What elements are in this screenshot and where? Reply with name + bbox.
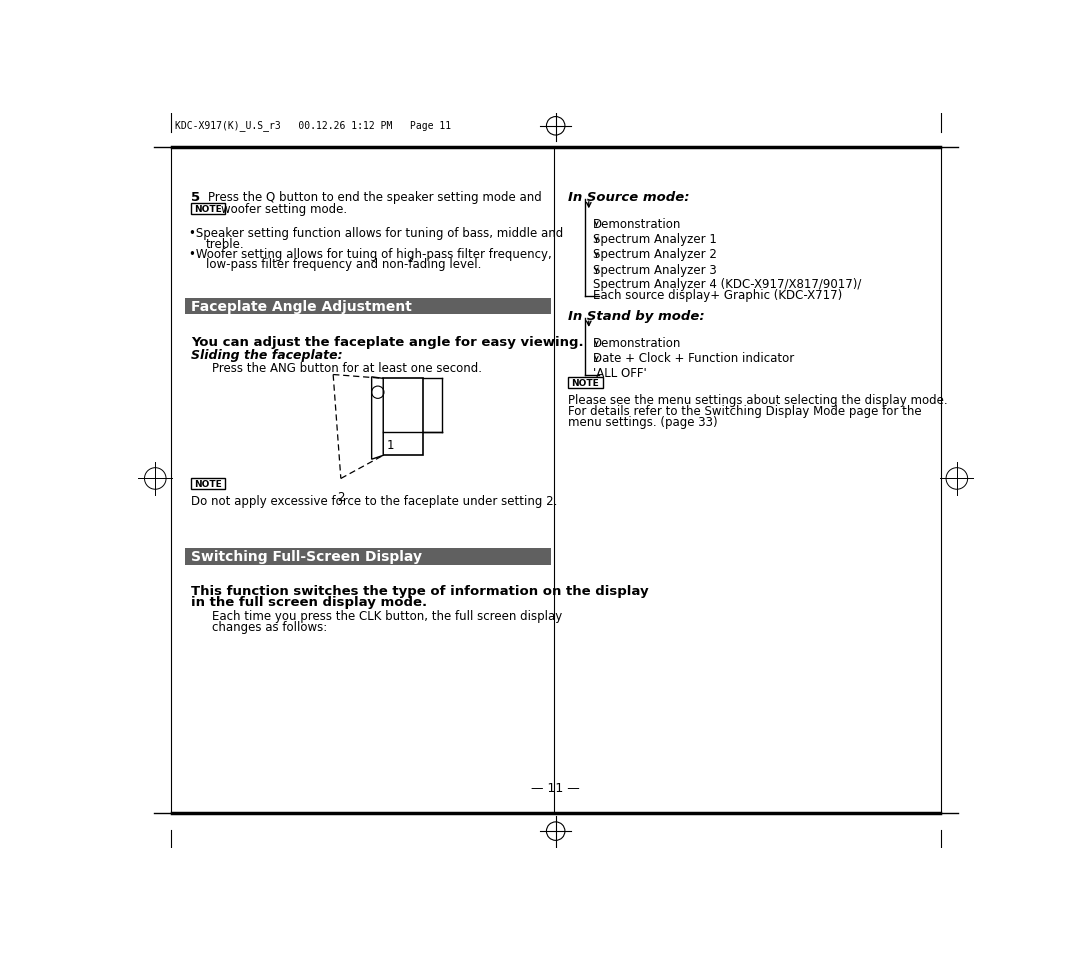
Text: Spectrum Analyzer 1: Spectrum Analyzer 1: [592, 233, 716, 246]
Text: 2: 2: [337, 491, 345, 503]
Text: For details refer to the Switching Display Mode page for the: For details refer to the Switching Displ…: [569, 404, 921, 417]
Text: 'ALL OFF': 'ALL OFF': [592, 367, 647, 379]
Text: menu settings. (page 33): menu settings. (page 33): [569, 416, 717, 428]
Bar: [184, 548, 551, 565]
Bar: [569, 377, 602, 389]
Text: treble.: treble.: [206, 237, 245, 251]
Text: — 11 —: — 11 —: [532, 781, 580, 795]
Text: In Stand by mode:: In Stand by mode:: [569, 310, 704, 323]
Text: •Speaker setting function allows for tuning of bass, middle and: •Speaker setting function allows for tun…: [189, 227, 563, 239]
Text: Faceplate Angle Adjustment: Faceplate Angle Adjustment: [191, 299, 411, 314]
Text: This function switches the type of information on the display: This function switches the type of infor…: [191, 584, 649, 598]
Text: NOTE: NOTE: [194, 205, 222, 213]
Text: changes as follows:: changes as follows:: [213, 620, 328, 634]
Text: Please see the menu settings about selecting the display mode.: Please see the menu settings about selec…: [569, 394, 947, 407]
Text: Each time you press the CLK button, the full screen display: Each time you press the CLK button, the …: [213, 610, 562, 622]
Text: in the full screen display mode.: in the full screen display mode.: [191, 596, 426, 609]
Text: 1: 1: [387, 439, 395, 452]
Bar: [383, 379, 423, 456]
Text: You can adjust the faceplate angle for easy viewing.: You can adjust the faceplate angle for e…: [191, 335, 584, 349]
Text: Demonstration: Demonstration: [592, 217, 681, 231]
Text: Each source display+ Graphic (KDC-X717): Each source display+ Graphic (KDC-X717): [592, 289, 842, 302]
Text: 5: 5: [191, 191, 200, 204]
Text: Spectrum Analyzer 3: Spectrum Analyzer 3: [592, 264, 716, 276]
Text: NOTE: NOTE: [572, 378, 599, 388]
Text: KDC-X917(K)_U.S_r3   00.12.26 1:12 PM   Page 11: KDC-X917(K)_U.S_r3 00.12.26 1:12 PM Page…: [176, 120, 451, 132]
Bar: [191, 478, 226, 490]
Text: Spectrum Analyzer 4 (KDC-X917/X817/9017)/: Spectrum Analyzer 4 (KDC-X917/X817/9017)…: [592, 277, 861, 291]
Text: •Woofer setting allows for tuing of high-pass filter frequency,: •Woofer setting allows for tuing of high…: [189, 248, 552, 260]
Text: Press the ANG button for at least one second.: Press the ANG button for at least one se…: [213, 361, 482, 375]
Text: In Source mode:: In Source mode:: [569, 191, 689, 204]
Text: Sliding the faceplate:: Sliding the faceplate:: [191, 349, 343, 362]
Text: Spectrum Analyzer 2: Spectrum Analyzer 2: [592, 248, 716, 261]
Text: Press the Q button to end the speaker setting mode and: Press the Q button to end the speaker se…: [207, 191, 541, 204]
Text: NOTE: NOTE: [194, 479, 222, 489]
Bar: [184, 298, 551, 315]
Polygon shape: [372, 377, 383, 459]
Text: woofer setting mode.: woofer setting mode.: [221, 203, 347, 215]
Text: Do not apply excessive force to the faceplate under setting 2.: Do not apply excessive force to the face…: [191, 495, 557, 507]
Bar: [191, 204, 226, 215]
Text: Switching Full-Screen Display: Switching Full-Screen Display: [191, 550, 422, 563]
Text: low-pass filter frequency and non-fading level.: low-pass filter frequency and non-fading…: [206, 258, 482, 272]
Text: Demonstration: Demonstration: [592, 336, 681, 350]
Text: Date + Clock + Function indicator: Date + Clock + Function indicator: [592, 352, 794, 365]
